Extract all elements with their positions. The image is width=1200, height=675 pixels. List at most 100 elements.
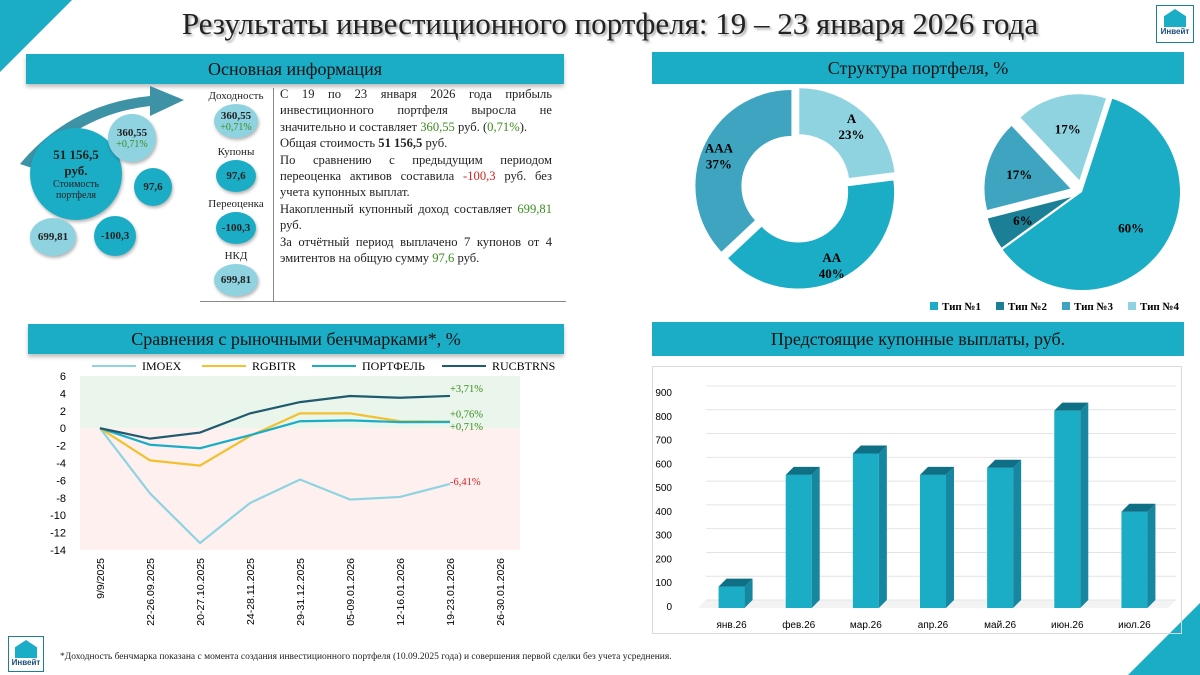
donut-slice xyxy=(799,88,895,178)
logo-text: Инвейт xyxy=(1160,27,1190,36)
coupons-bubble: 97,6 xyxy=(134,168,172,206)
bar-side xyxy=(1013,459,1022,608)
arrow-icon xyxy=(20,86,184,168)
y-tick-label: -14 xyxy=(50,545,66,557)
x-tick-label: 19-23.01.2026 xyxy=(445,558,457,626)
side-revaluation-value: -100,3 xyxy=(221,222,251,234)
donut-category-label: А xyxy=(847,111,857,126)
end-value-label: +3,71% xyxy=(450,384,483,395)
bar-side xyxy=(1147,503,1156,608)
bar-side xyxy=(744,578,753,608)
bar xyxy=(852,453,879,608)
summary-paragraph: За отчётный период выплачено 7 купонов о… xyxy=(280,234,552,266)
corner-decoration-bottom-right xyxy=(1128,603,1200,675)
bar xyxy=(920,474,946,608)
x-tick-label: 9/9/2025 xyxy=(95,558,107,599)
legend-label: Тип №2 xyxy=(1008,301,1048,313)
x-tick-label: фев.26 xyxy=(782,619,815,631)
donut-category-label: ААА xyxy=(705,141,734,156)
series-line xyxy=(99,394,451,440)
legend-swatch xyxy=(996,302,1004,310)
y-tick-label: -12 xyxy=(50,528,66,540)
yield-value: 360,55 xyxy=(116,126,148,139)
pie-slice xyxy=(987,197,1072,248)
bar-side xyxy=(946,466,954,608)
coupons-value: 97,6 xyxy=(143,181,163,193)
y-tick-label: 400 xyxy=(655,507,672,518)
series-line xyxy=(99,412,451,467)
growth-arrow xyxy=(20,86,184,168)
side-yield-bubble: 360,55 +0,71% xyxy=(214,104,258,138)
side-label-coupons: Купоны xyxy=(217,146,255,158)
pie-slice xyxy=(1020,94,1106,181)
donut-slice xyxy=(728,180,895,289)
legend-swatch xyxy=(1128,302,1136,310)
yield-bubble: 360,55 +0,71% xyxy=(108,114,156,162)
x-tick-label: 22-26.09.2025 xyxy=(145,558,157,626)
revaluation-bubble: -100,3 xyxy=(94,216,136,256)
bar-side xyxy=(878,445,887,608)
bar-top xyxy=(718,578,753,587)
bar-top xyxy=(1121,503,1156,512)
portfolio-value-unit: руб. xyxy=(64,163,88,178)
coupons-chart-frame xyxy=(652,366,1182,634)
bar-top xyxy=(785,466,820,475)
y-tick-label: 0 xyxy=(60,423,66,435)
end-value-label: +0,71% xyxy=(450,422,483,433)
pie-value-label: 60% xyxy=(1118,221,1144,236)
x-tick-label: 20-27.10.2025 xyxy=(195,558,207,626)
x-tick-label: мар.26 xyxy=(850,620,882,631)
y-tick-label: 300 xyxy=(655,531,672,542)
pie-value-label: 6% xyxy=(1013,213,1033,228)
summary-paragraph: Общая стоимость 51 156,5 руб. xyxy=(280,136,448,151)
logo: Инвейт xyxy=(1156,5,1194,43)
legend-swatch xyxy=(1062,302,1070,310)
y-tick-label: 0 xyxy=(666,602,672,613)
coupons-header: Предстоящие купонные выплаты, руб. xyxy=(652,322,1184,356)
series-line xyxy=(99,427,451,545)
x-tick-label: 29-31.12.2025 xyxy=(295,558,307,626)
benchmarks-chart: 6 4 2 0 -2 -4 -6 -8 -10 -12 -14 9/9/2025 22-26.09.20… xyxy=(50,359,555,626)
y-tick-label: 800 xyxy=(655,412,672,423)
side-coupons-bubble: 97,6 xyxy=(216,160,256,192)
bar-top xyxy=(920,466,954,475)
page-title: Результаты инвестиционного портфеля: 19 … xyxy=(181,6,1039,41)
side-revaluation-bubble: -100,3 xyxy=(216,212,256,244)
y-tick-label: -2 xyxy=(56,441,66,453)
bar xyxy=(987,467,1014,608)
logo-text: Инвейт xyxy=(11,658,41,667)
side-label-nkd: НКД xyxy=(224,250,248,262)
footnote: *Доходность бенчмарка показана с момента… xyxy=(60,652,672,662)
x-tick-label: 05-09.01.2026 xyxy=(345,558,357,626)
bar-side xyxy=(811,466,820,608)
y-tick-label: 6 xyxy=(60,371,66,383)
side-nkd-bubble: 699,81 xyxy=(214,264,258,296)
side-yield-value: 360,55 xyxy=(220,109,252,122)
legend-label: Тип №3 xyxy=(1074,301,1114,313)
x-tick-label: май.26 xyxy=(984,620,1016,631)
bar xyxy=(718,586,745,608)
side-label-revaluation: Переоценка xyxy=(208,198,264,210)
portfolio-value-label: Стоимость портфеля xyxy=(52,179,100,201)
side-yield-percent: +0,71% xyxy=(220,121,252,133)
yield-percent: +0,71% xyxy=(116,138,148,150)
logo-icon xyxy=(15,640,37,658)
y-tick-label: -6 xyxy=(56,475,66,487)
legend-label: Тип №1 xyxy=(942,301,981,313)
bar-side xyxy=(1080,402,1089,608)
legend-label: ПОРТФЕЛЬ xyxy=(362,359,425,373)
end-value-label: -6,41% xyxy=(450,477,481,488)
side-nkd-value: 699,81 xyxy=(220,274,252,286)
side-coupons-value: 97,6 xyxy=(226,170,246,182)
structure-header: Структура портфеля, % xyxy=(652,52,1184,84)
y-tick-label: -10 xyxy=(50,510,66,522)
x-tick-label: янв.26 xyxy=(716,620,747,631)
negative-zone xyxy=(80,428,520,550)
y-tick-label: -8 xyxy=(56,493,66,505)
x-tick-label: апр.26 xyxy=(918,620,949,631)
nkd-bubble: 699,81 xyxy=(30,218,76,256)
donut-value-label: 37% xyxy=(706,157,732,172)
x-tick-label: июн.26 xyxy=(1051,620,1084,631)
y-tick-label: 600 xyxy=(655,459,672,470)
bar xyxy=(1054,410,1081,608)
